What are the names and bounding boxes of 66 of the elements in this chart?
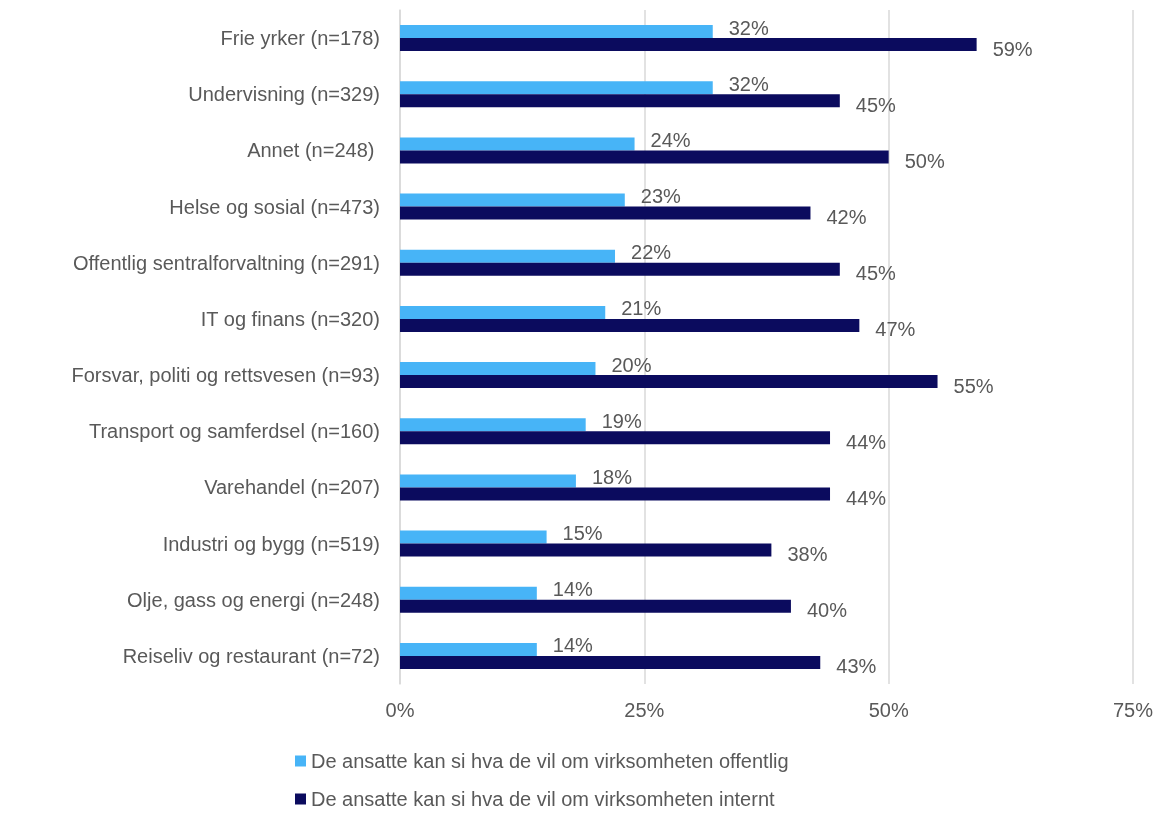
y-tick-label: Forsvar, politi og rettsvesen (n=93) [71,364,380,387]
bar [400,530,547,544]
bar [400,25,713,39]
legend-label: De ansatte kan si hva de vil om virksomheten internt [311,788,775,810]
bar [400,81,713,95]
data-label: 50% [904,149,945,172]
bar [400,655,821,669]
bar [400,431,831,445]
data-label: 24% [650,128,691,151]
data-label: 44% [846,486,887,509]
y-tick-label: Varehandel (n=207) [204,476,380,499]
y-tick-label: Industri og bygg (n=519) [162,532,380,555]
data-label: 38% [787,543,828,566]
data-label: 47% [875,318,916,341]
x-tick-label: 0% [385,699,415,721]
data-label: 42% [826,206,867,229]
data-label: 21% [621,297,662,320]
data-label: 32% [728,72,769,95]
data-label: 43% [836,655,877,678]
bar [400,543,772,557]
bar [400,375,938,389]
bar [400,362,596,376]
data-label: 23% [640,185,682,208]
bar [400,599,791,613]
data-label: 40% [806,599,848,622]
data-label: 59% [992,37,1033,60]
y-tick-label: Helse og sosial (n=473) [169,195,380,218]
bar [400,418,586,432]
bar [400,586,537,600]
y-tick-label: Reiseliv og restaurant (n=72) [122,644,380,667]
y-tick-label: IT og finans (n=320) [200,307,380,330]
bar [400,305,606,319]
bar [400,474,576,488]
data-label: 45% [855,93,897,116]
data-label: 14% [552,634,594,657]
x-tick-label: 50% [868,699,909,721]
bar [400,318,860,332]
bar [400,487,831,501]
data-label: 14% [552,578,594,601]
bar [400,249,616,263]
bar [400,94,840,108]
data-label: 44% [846,430,887,453]
data-label: 32% [728,16,769,39]
legend-label: De ansatte kan si hva de vil om virksomheten offentlig [311,750,789,772]
y-tick-label: Frie yrker (n=178) [220,27,380,50]
y-tick-label: Annet (n=248) [247,139,380,162]
y-tick-label: Transport og samferdsel (n=160) [88,420,380,443]
bar [400,38,977,52]
y-tick-label: Undervisning (n=329) [188,83,380,106]
bar [400,137,635,151]
data-label: 18% [591,465,633,488]
bar [400,642,537,656]
x-tick-label: 75% [1112,699,1154,721]
y-tick-label: Offentlig sentralforvaltning (n=291) [72,251,380,274]
y-tick-label: Olje, gass og energi (n=248) [127,588,380,611]
data-label: 45% [855,262,897,285]
data-label: 15% [562,522,603,545]
data-label: 55% [953,374,994,397]
bar [400,206,811,220]
x-tick-label: 25% [624,699,665,721]
bar [400,262,840,276]
data-label: 22% [631,241,672,264]
data-label: 19% [601,409,642,432]
bar [400,150,889,164]
bar [400,193,625,207]
data-label: 20% [611,353,652,376]
